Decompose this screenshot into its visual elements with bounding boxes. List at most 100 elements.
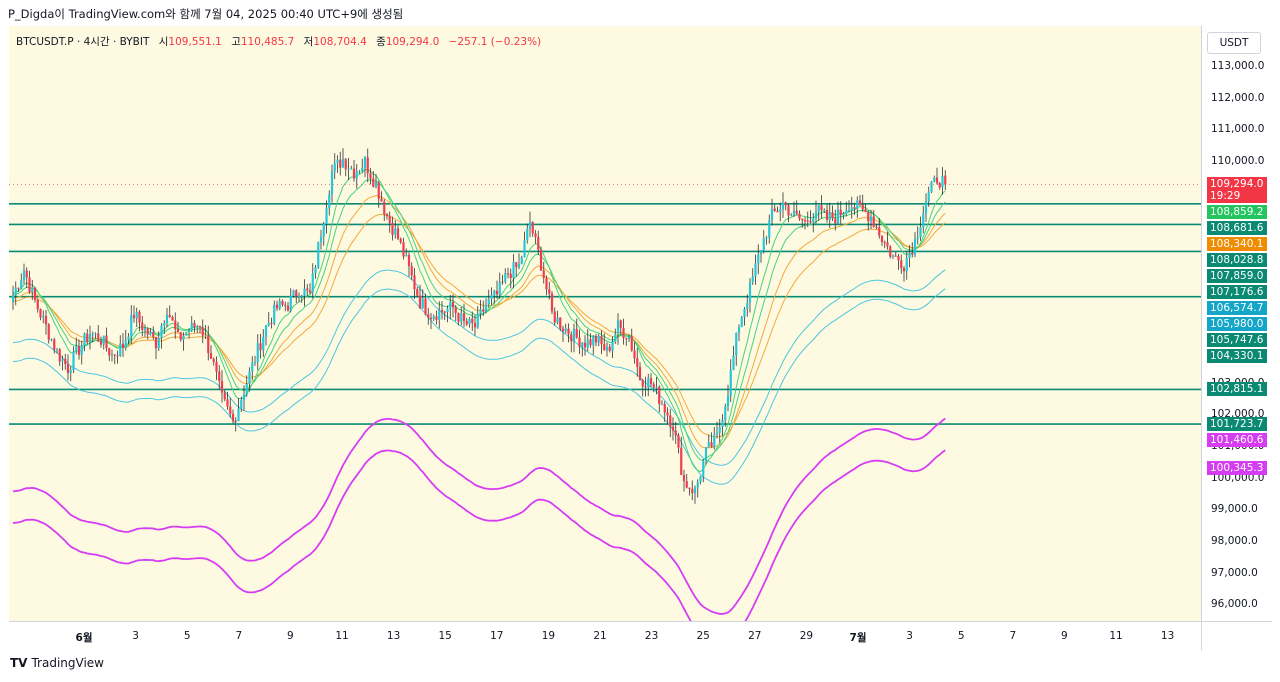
tradingview-footer[interactable]: TV TradingView (10, 656, 104, 670)
candle-down (839, 209, 842, 216)
price-axis-label: 108,340.1 (1207, 237, 1267, 252)
candle-up (922, 213, 925, 228)
candle-down (825, 209, 829, 220)
candle-up (297, 296, 301, 298)
candle-down (259, 343, 262, 351)
candle-up (743, 308, 746, 318)
legend-symbol: BTCUSDT.P · 4시간 · BYBIT (16, 36, 150, 48)
candle-down (798, 213, 801, 219)
candle-up (504, 273, 507, 282)
candle-down (550, 293, 554, 312)
candle-up (289, 295, 292, 311)
candle-up (69, 370, 72, 373)
candle-down (570, 334, 573, 342)
candle-up (732, 355, 735, 370)
candle-down (578, 337, 581, 347)
candle-up (135, 311, 138, 319)
candle-down (399, 238, 402, 243)
price-axis-label: 108,681.6 (1207, 221, 1267, 236)
candle-down (105, 335, 108, 349)
candle-down (883, 242, 886, 244)
time-tick-label: 15 (438, 630, 452, 642)
candle-up (611, 341, 614, 351)
candle-down (215, 362, 218, 372)
tradingview-brand: TradingView (31, 656, 104, 670)
candle-up (713, 434, 716, 448)
candle-down (193, 322, 196, 328)
candle-down (152, 332, 155, 337)
price-tick-label: 110,000.0 (1211, 155, 1265, 168)
candle-up (341, 159, 345, 168)
candle-up (88, 334, 92, 342)
candle-down (113, 354, 116, 356)
candle-down (229, 406, 232, 414)
price-label-value: 106,574.7 (1210, 302, 1264, 315)
candle-up (517, 264, 521, 268)
price-label-value: 108,028.8 (1210, 254, 1264, 267)
candle-down (542, 270, 545, 279)
candle-up (479, 309, 482, 314)
candle-down (619, 320, 622, 328)
candle-up (740, 317, 743, 328)
candle-down (429, 317, 433, 319)
time-tick-label: 9 (1061, 630, 1068, 642)
time-axis[interactable] (9, 621, 1201, 650)
candle-up (143, 328, 147, 331)
candle-up (347, 168, 350, 170)
candle-up (83, 333, 86, 346)
legend-open-label: 시 (158, 36, 169, 48)
candle-down (820, 205, 823, 211)
candle-up (520, 257, 523, 265)
candle-down (688, 487, 691, 489)
time-tick-label: 23 (644, 630, 659, 642)
candle-up (927, 191, 930, 202)
candle-up (757, 254, 760, 264)
candle-down (545, 278, 548, 290)
candle-down (369, 173, 372, 179)
candle-down (121, 343, 125, 349)
candle-up (273, 304, 276, 324)
candle-down (806, 220, 809, 222)
candle-down (220, 380, 224, 393)
candle-up (850, 207, 853, 211)
currency-unit-button[interactable]: USDT (1207, 32, 1261, 54)
candle-down (380, 198, 383, 202)
candle-down (872, 216, 875, 227)
candle-up (468, 318, 471, 325)
candle-up (790, 214, 793, 216)
candle-down (270, 322, 273, 324)
candle-up (311, 273, 314, 293)
candle-up (322, 224, 325, 237)
candle-down (435, 316, 438, 320)
candle-down (567, 328, 570, 335)
price-tick-label: 113,000.0 (1211, 60, 1265, 73)
candle-up (699, 476, 702, 482)
candle-down (462, 313, 466, 321)
chart-area[interactable] (9, 26, 1201, 621)
candle-up (130, 315, 133, 337)
candle-down (501, 281, 504, 283)
candle-up (526, 228, 529, 241)
candle-down (658, 386, 661, 405)
price-chart[interactable] (9, 26, 1201, 621)
candle-down (64, 358, 67, 365)
legend-low-label: 저 (303, 36, 314, 48)
candle-down (600, 336, 603, 345)
time-tick-label: 21 (593, 630, 607, 642)
candle-up (165, 314, 169, 323)
candle-up (248, 371, 251, 384)
candle-down (154, 336, 158, 349)
candle-up (592, 336, 595, 346)
candle-down (174, 320, 177, 330)
candle-down (53, 339, 56, 350)
candle-down (308, 290, 312, 293)
candle-down (218, 371, 221, 381)
candle-up (187, 330, 191, 333)
candle-up (102, 335, 105, 345)
candle-up (251, 362, 254, 372)
candle-down (39, 309, 42, 318)
time-tick-label: 7월 (849, 632, 867, 644)
candle-up (355, 171, 358, 179)
candle-up (460, 313, 463, 322)
candle-up (358, 171, 361, 173)
